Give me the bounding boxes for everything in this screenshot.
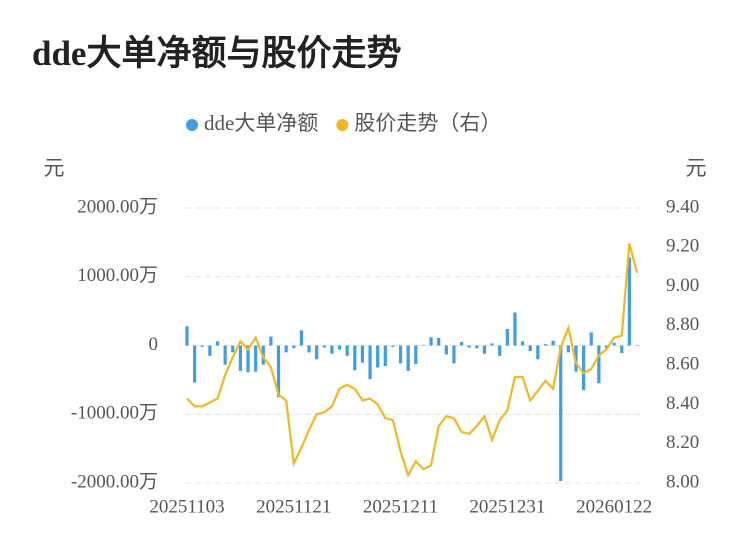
bar xyxy=(597,345,601,384)
bar xyxy=(498,345,502,356)
y-tick-label: -2000.00万 xyxy=(71,471,158,492)
y2-tick-label: 8.00 xyxy=(666,471,699,492)
bar xyxy=(315,345,319,360)
bar xyxy=(284,345,288,353)
bar xyxy=(254,345,258,372)
bar xyxy=(589,332,593,346)
y2-tick-label: 9.40 xyxy=(666,196,699,217)
legend-label: dde大单净额 xyxy=(204,111,318,135)
bar xyxy=(543,344,548,346)
bar xyxy=(612,342,616,346)
bar xyxy=(391,345,395,347)
bar xyxy=(299,330,304,346)
bar xyxy=(383,345,387,367)
bar xyxy=(246,345,250,373)
bar xyxy=(421,344,426,346)
y2-tick-label: 8.20 xyxy=(666,432,699,453)
bar xyxy=(566,345,570,353)
bar xyxy=(345,345,349,356)
bar xyxy=(307,345,311,353)
bar xyxy=(536,345,540,360)
x-tick-label: 20251211 xyxy=(363,496,438,517)
bar xyxy=(368,345,372,380)
bar xyxy=(414,345,418,365)
bar xyxy=(459,342,464,346)
bar xyxy=(376,345,380,368)
bar xyxy=(406,345,410,371)
bar xyxy=(559,345,563,481)
y2-tick-label: 8.60 xyxy=(666,354,699,375)
legend: dde大单净额 股价走势（右） xyxy=(186,111,501,135)
bar xyxy=(238,345,242,371)
y2-tick-label: 8.80 xyxy=(666,314,699,335)
y2-tick-label: 8.40 xyxy=(666,393,699,414)
bar xyxy=(276,345,281,398)
bar xyxy=(208,345,212,356)
bar xyxy=(269,336,273,346)
bar xyxy=(353,345,357,371)
bar xyxy=(620,345,624,354)
bar xyxy=(635,345,639,346)
bar xyxy=(490,343,494,346)
legend-marker xyxy=(336,119,349,131)
legend-label: 股价走势（右） xyxy=(354,111,501,135)
bar xyxy=(360,345,365,363)
bar xyxy=(231,345,235,353)
bar xyxy=(200,345,204,347)
bar xyxy=(475,345,479,349)
bar xyxy=(185,326,189,346)
bar xyxy=(193,345,197,383)
y2-tick-label: 9.00 xyxy=(666,275,699,296)
x-tick-label: 20260122 xyxy=(576,496,652,517)
price-line xyxy=(186,243,639,478)
x-tick-label: 20251231 xyxy=(469,496,545,517)
bar xyxy=(520,341,525,346)
x-tick-label: 20251103 xyxy=(149,496,224,517)
bar xyxy=(398,345,403,364)
bar xyxy=(444,345,448,355)
y2-tick-label: 9.20 xyxy=(666,236,699,257)
y-tick-label: 0 xyxy=(149,334,159,355)
bar xyxy=(604,345,609,349)
y-tick-label: -1000.00万 xyxy=(71,403,158,424)
bar xyxy=(627,257,631,346)
bar xyxy=(513,312,517,346)
bar xyxy=(505,329,509,346)
bar xyxy=(322,345,326,348)
legend-marker xyxy=(186,119,198,131)
bar xyxy=(330,345,334,354)
y-tick-label: 1000.00万 xyxy=(77,265,158,286)
y-axis-label: 元 xyxy=(44,156,65,180)
bar xyxy=(482,345,487,354)
bar xyxy=(467,345,471,348)
y2-axis-label: 元 xyxy=(686,156,707,180)
chart-title: dde大单净额与股价走势 xyxy=(32,34,401,73)
bar xyxy=(437,337,441,346)
bar xyxy=(215,341,220,346)
bar xyxy=(452,345,456,364)
bar xyxy=(582,345,586,391)
bar xyxy=(551,340,555,346)
bar xyxy=(292,345,296,349)
bar xyxy=(337,345,342,350)
bar xyxy=(528,345,532,351)
x-tick-label: 20251121 xyxy=(256,496,331,517)
y-tick-label: 2000.00万 xyxy=(77,196,158,217)
bar xyxy=(223,345,227,365)
bar xyxy=(429,337,433,346)
